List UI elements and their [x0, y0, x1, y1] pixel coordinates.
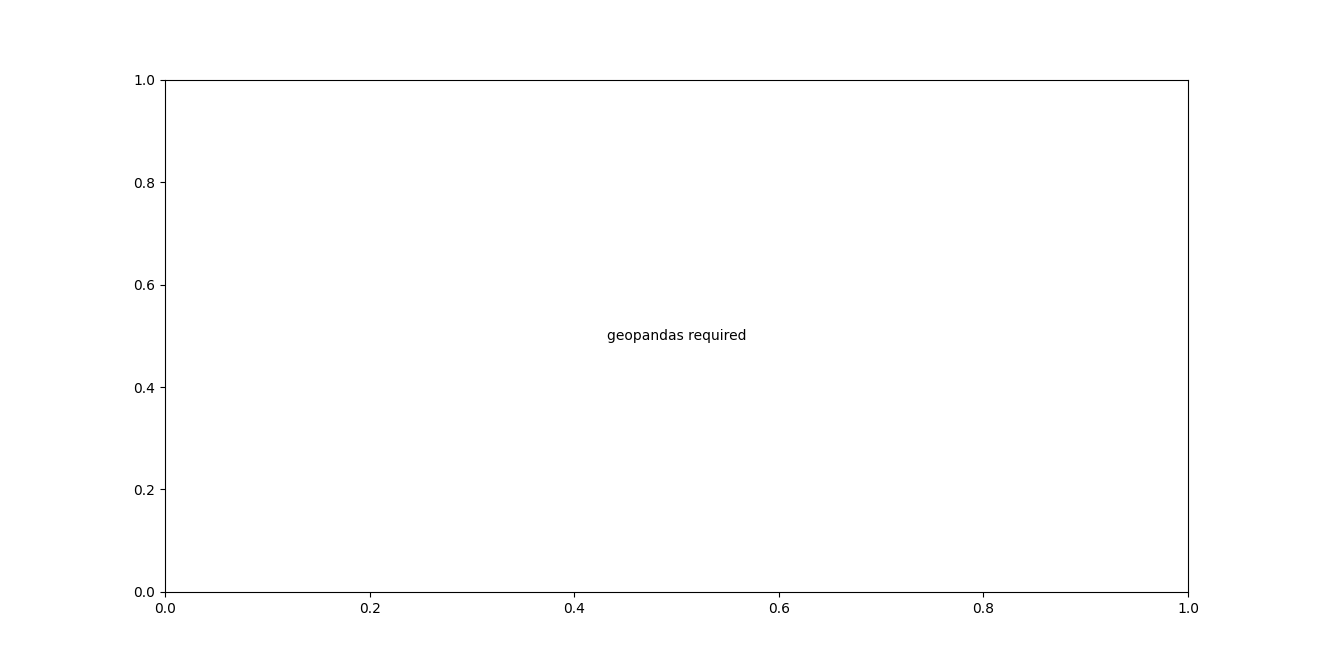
Text: geopandas required: geopandas required — [607, 329, 746, 343]
